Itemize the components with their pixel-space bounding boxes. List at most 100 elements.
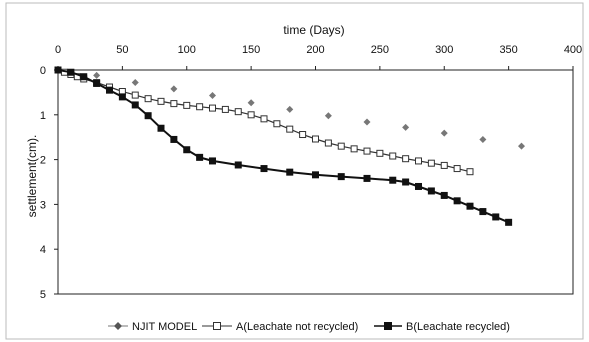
data-point [479, 135, 487, 143]
data-point [106, 86, 113, 94]
y-tick-label: 0 [40, 65, 46, 77]
series-0 [93, 71, 525, 150]
data-point [196, 103, 204, 111]
legend-marker-njit [114, 322, 122, 330]
data-point [415, 157, 422, 165]
y-tick-label: 5 [40, 289, 46, 301]
y-tick-label: 2 [40, 155, 46, 167]
data-point [273, 120, 281, 128]
data-point [157, 97, 165, 105]
data-point [492, 213, 500, 221]
data-point [415, 182, 422, 190]
data-point [466, 168, 474, 176]
data-point [131, 79, 139, 87]
data-point [389, 152, 397, 160]
data-point [183, 101, 191, 109]
legend-marker-b [384, 322, 392, 330]
y-tick-label: 4 [40, 244, 46, 256]
data-point [209, 104, 216, 112]
data-point [170, 85, 178, 93]
data-point [221, 105, 229, 113]
data-point [67, 68, 75, 76]
data-point [324, 139, 332, 147]
data-point [234, 161, 242, 169]
data-point [427, 159, 435, 167]
data-point [93, 71, 101, 79]
x-tick-label: 150 [242, 44, 260, 56]
data-point [247, 111, 255, 119]
data-point [234, 108, 242, 116]
x-tick-label: 200 [306, 44, 324, 56]
data-point [170, 100, 178, 108]
data-point [183, 146, 191, 154]
x-tick-label: 400 [564, 44, 582, 56]
data-point [402, 155, 410, 163]
data-point [389, 176, 397, 184]
x-tick-labels: 0 50 100 150 200 250 300 350 400 [55, 44, 582, 70]
legend-item-b: B(Leachate recycled) [374, 321, 510, 333]
data-point [440, 161, 448, 169]
data-point [324, 112, 332, 120]
data-point [144, 112, 152, 120]
x-tick-label: 50 [116, 44, 128, 56]
data-point [505, 218, 513, 226]
series-2 [54, 66, 513, 226]
legend-marker-a [213, 322, 221, 330]
data-point [312, 171, 319, 179]
data-point [118, 93, 126, 101]
legend-label-a: A(Leachate not recycled) [236, 321, 358, 333]
data-point [286, 105, 294, 113]
series-layer [54, 66, 525, 226]
data-point [286, 125, 294, 133]
data-point [453, 165, 461, 173]
x-tick-label: 300 [435, 44, 453, 56]
legend-item-a: A(Leachate not recycled) [202, 321, 358, 333]
data-point [260, 165, 268, 173]
data-point [453, 197, 461, 205]
data-point [131, 101, 139, 109]
x-tick-label: 350 [499, 44, 517, 56]
data-point [247, 99, 255, 107]
data-point [157, 124, 165, 132]
data-point [518, 142, 525, 150]
data-point [286, 168, 294, 176]
data-point [363, 118, 371, 126]
legend-label-b: B(Leachate recycled) [406, 321, 510, 333]
data-point [350, 145, 358, 153]
data-point [299, 131, 307, 139]
legend-label-njit: NJIT MODEL [132, 321, 197, 333]
y-tick-label: 3 [40, 199, 46, 211]
x-tick-label: 250 [371, 44, 389, 56]
data-point [170, 135, 178, 143]
data-point [93, 79, 101, 87]
data-point [402, 178, 410, 186]
data-point [440, 191, 448, 199]
series-1 [54, 66, 474, 176]
data-point [440, 129, 448, 137]
legend: NJIT MODEL A(Leachate not recycled) B(Le… [108, 321, 510, 333]
data-point [363, 174, 371, 182]
chart-frame [5, 2, 584, 340]
data-point [363, 147, 371, 155]
x-axis-title: time (Days) [283, 23, 344, 37]
data-point [402, 123, 410, 131]
y-tick-label: 1 [40, 110, 46, 122]
data-point [80, 73, 88, 81]
x-tick-label: 100 [178, 44, 196, 56]
y-tick-labels: 0 1 2 3 4 5 [40, 65, 58, 301]
data-point [376, 149, 384, 157]
data-point [54, 66, 62, 74]
data-point [312, 135, 319, 143]
legend-item-njit: NJIT MODEL [108, 321, 197, 333]
data-point [337, 142, 345, 150]
x-tick-label: 0 [55, 44, 61, 56]
data-point [209, 92, 216, 100]
data-point [260, 115, 268, 123]
data-point [209, 157, 216, 165]
y-axis-title: settlement(cm). [25, 135, 39, 218]
data-point [131, 91, 139, 99]
data-point [466, 202, 474, 210]
data-point [337, 173, 345, 181]
data-point [427, 187, 435, 195]
